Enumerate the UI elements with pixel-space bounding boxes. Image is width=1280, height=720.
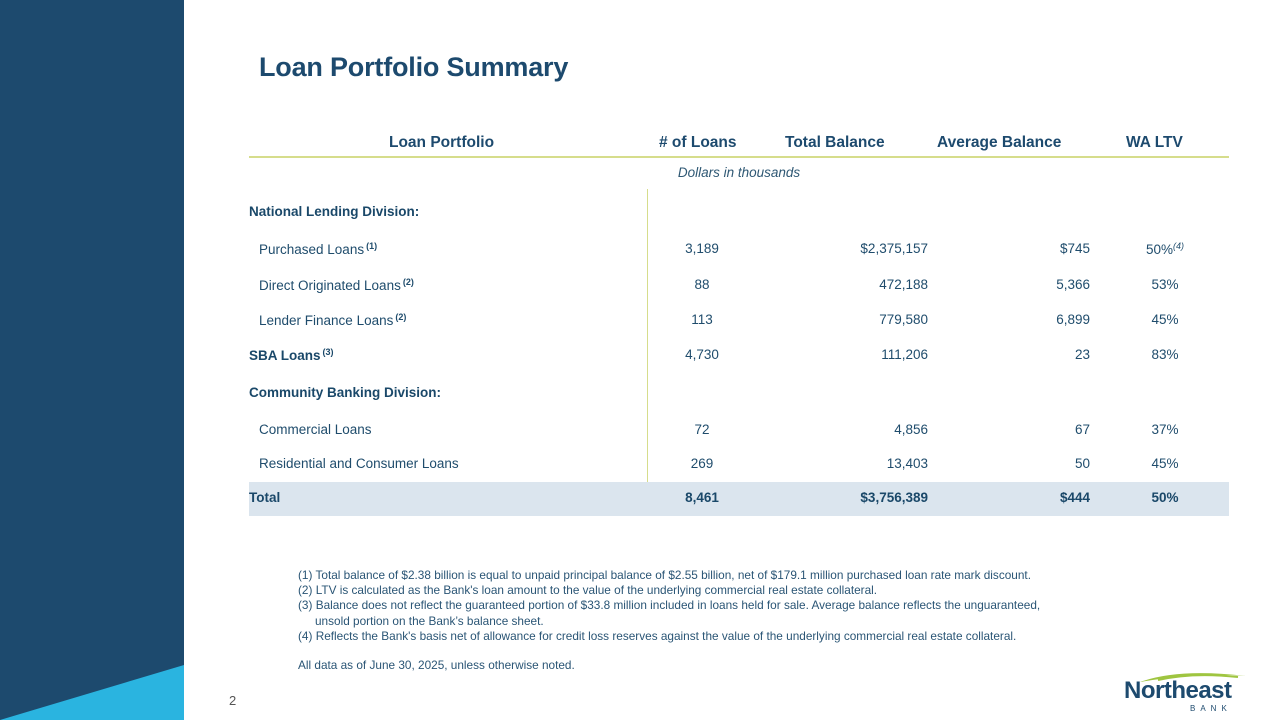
as-of-note: All data as of June 30, 2025, unless oth… — [298, 658, 575, 673]
table-row-total: Total 8,461 $3,756,389 $444 50% — [249, 482, 1229, 516]
row-label: National Lending Division: — [249, 204, 420, 219]
cell-total-balance: 111,206 — [881, 347, 928, 362]
footnote-4: (4) Reflects the Bank's basis net of all… — [298, 628, 1017, 643]
northeast-bank-logo: Northeast BANK — [1120, 668, 1250, 714]
cell-num-loans: 72 — [694, 422, 710, 437]
cell-total-balance: 13,403 — [886, 456, 928, 471]
cell-average-balance: $745 — [1059, 241, 1090, 256]
cell-wa-ltv: 45% — [1151, 456, 1179, 471]
footnote-1: (1) Total balance of $2.38 billion is eq… — [298, 568, 1031, 582]
logo-wordmark: Northeast — [1124, 677, 1232, 704]
row-label: Direct Originated Loans (2) — [259, 277, 414, 293]
row-label: SBA Loans (3) — [249, 347, 334, 363]
cell-average-balance: 50 — [1074, 456, 1090, 471]
footnote-3: (3) Balance does not reflect the guarant… — [298, 598, 1041, 613]
cell-wa-ltv: 50%(4) — [1145, 241, 1185, 257]
cell-average-balance: 6,899 — [1056, 312, 1090, 327]
cell-wa-ltv: 37% — [1151, 422, 1179, 437]
cell-average-balance: 5,366 — [1056, 277, 1090, 292]
cell-total-balance: 779,580 — [879, 312, 928, 327]
row-label: Community Banking Division: — [249, 385, 442, 400]
cell-average-balance: 67 — [1074, 422, 1090, 437]
left-sidebar-band — [0, 0, 184, 720]
header-average-balance: Average Balance — [937, 134, 1062, 151]
loan-portfolio-table: Loan Portfolio # of Loans Total Balance … — [249, 128, 1229, 516]
cell-total-balance: 4,856 — [894, 422, 928, 437]
header-total-balance: Total Balance — [785, 134, 885, 151]
logo-subtitle: BANK — [1190, 704, 1232, 713]
header-num-loans: # of Loans — [659, 134, 737, 151]
cell-total-balance: $3,756,389 — [860, 490, 928, 505]
cell-total-balance: 472,188 — [879, 277, 928, 292]
cell-num-loans: 4,730 — [685, 347, 719, 362]
table-row-sba-loans: SBA Loans (3) 4,730 111,206 23 83% — [249, 339, 1229, 371]
footnote-marker: (3) — [322, 347, 334, 357]
cell-wa-ltv: 83% — [1151, 347, 1179, 362]
table-row-commercial-loans: Commercial Loans 72 4,856 67 37% — [249, 414, 1229, 446]
page-number: 2 — [229, 693, 237, 708]
cell-average-balance: $444 — [1059, 490, 1090, 505]
section-row-national-lending: National Lending Division: — [249, 196, 1229, 228]
footnotes: (1) Total balance of $2.38 billion is eq… — [298, 568, 1198, 673]
row-label: Lender Finance Loans (2) — [259, 312, 407, 328]
row-label: Total — [249, 490, 281, 505]
cell-total-balance: $2,375,157 — [860, 241, 928, 256]
cell-num-loans: 3,189 — [685, 241, 719, 256]
row-label: Purchased Loans (1) — [259, 241, 378, 257]
cell-wa-ltv: 45% — [1151, 312, 1179, 327]
row-label: Commercial Loans — [259, 422, 372, 437]
footnote-2: (2) LTV is calculated as the Bank's loan… — [298, 583, 878, 598]
table-row-residential-consumer-loans: Residential and Consumer Loans 269 13,40… — [249, 448, 1229, 480]
cell-average-balance: 23 — [1074, 347, 1090, 362]
table-header-row: Loan Portfolio # of Loans Total Balance … — [249, 128, 1229, 158]
footnote-marker: (4) — [1173, 241, 1185, 251]
section-row-community-banking: Community Banking Division: — [249, 377, 1229, 409]
cell-num-loans: 269 — [690, 456, 714, 471]
row-label: Residential and Consumer Loans — [259, 456, 459, 471]
table-row-lender-finance-loans: Lender Finance Loans (2) 113 779,580 6,89… — [249, 304, 1229, 336]
cell-num-loans: 113 — [691, 312, 713, 327]
footnote-marker: (2) — [395, 312, 407, 322]
column-divider — [647, 189, 648, 516]
units-caption: Dollars in thousands — [677, 165, 801, 180]
header-loan-portfolio: Loan Portfolio — [389, 134, 495, 151]
sidebar-accent-shape — [0, 665, 184, 720]
footnote-marker: (1) — [366, 241, 378, 251]
cell-wa-ltv: 53% — [1151, 277, 1179, 292]
table-row-direct-originated-loans: Direct Originated Loans (2) 88 472,188 5,… — [249, 269, 1229, 301]
footnote-3-continued: unsold portion on the Bank’s balance she… — [315, 613, 544, 628]
page-title: Loan Portfolio Summary — [259, 52, 569, 82]
table-row-purchased-loans: Purchased Loans (1) 3,189 $2,375,157 $745… — [249, 233, 1229, 265]
cell-wa-ltv: 50% — [1151, 490, 1179, 505]
logo-swoosh-icon — [1140, 673, 1246, 682]
cell-num-loans: 8,461 — [685, 490, 719, 505]
cell-num-loans: 88 — [694, 277, 710, 292]
footnote-marker: (2) — [402, 277, 414, 287]
header-wa-ltv: WA LTV — [1126, 134, 1183, 151]
